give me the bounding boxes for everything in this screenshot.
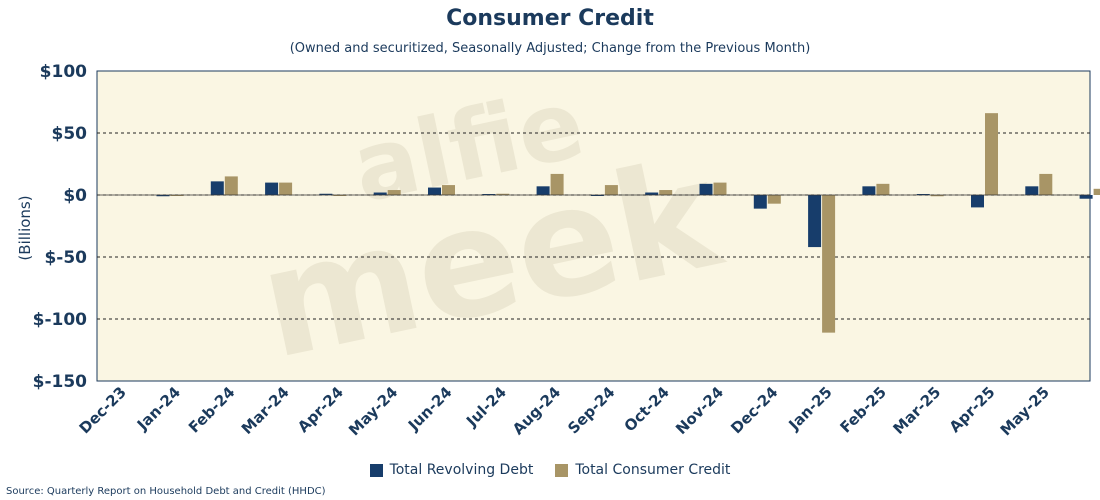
- bar-revolving-jun-24: [482, 194, 496, 195]
- plot-area: [96, 70, 1091, 382]
- x-tick-label: Oct-24: [621, 383, 673, 435]
- bar-consumer-apr-24: [387, 190, 401, 195]
- bar-revolving-mar-24: [319, 193, 333, 195]
- bar-revolving-sep-24: [645, 192, 659, 195]
- x-tick-label: Jun-24: [404, 383, 456, 435]
- bar-revolving-may-24: [428, 187, 441, 195]
- x-tick-label: Jul-24: [462, 383, 510, 431]
- y-tick-label: $-100: [33, 310, 88, 330]
- bar-revolving-aug-24: [590, 195, 604, 196]
- bar-consumer-dec-23: [170, 195, 184, 196]
- y-tick-label: $-50: [44, 248, 87, 268]
- x-tick-label: Jan-24: [133, 383, 184, 434]
- chart-subtitle: (Owned and securitized, Seasonally Adjus…: [289, 41, 811, 56]
- chart-canvas: alfie meek $100$50$0$-50$-100$-150 Dec-2…: [16, 62, 1100, 439]
- bar-revolving-oct-24: [699, 183, 713, 195]
- bar-consumer-aug-24: [604, 185, 618, 195]
- bar-revolving-feb-24: [265, 182, 279, 195]
- bar-revolving-feb-25: [916, 194, 930, 195]
- bar-revolving-dec-23: [156, 195, 170, 197]
- bar-consumer-jan-25: [876, 183, 890, 195]
- x-tick-label: Apr-25: [946, 383, 999, 436]
- legend: Total Revolving Debt Total Consumer Cred…: [0, 462, 1100, 478]
- legend-swatch-consumer: [555, 463, 569, 477]
- bar-consumer-feb-25: [930, 195, 944, 197]
- x-tick-label: May-24: [345, 383, 401, 439]
- bar-revolving-nov-24: [753, 195, 767, 209]
- chart-title: Consumer Credit: [446, 6, 654, 31]
- x-tick-label: Jan-25: [784, 383, 835, 434]
- bar-consumer-dec-24: [822, 195, 836, 333]
- x-tick-label: Nov-24: [672, 383, 727, 438]
- x-tick-label: Feb-25: [837, 383, 890, 436]
- bar-consumer-may-25: [1093, 188, 1100, 195]
- y-tick-label: $-150: [33, 372, 88, 392]
- bar-consumer-feb-24: [279, 182, 293, 195]
- bar-consumer-mar-25: [985, 113, 998, 195]
- bar-consumer-sep-24: [659, 190, 673, 195]
- legend-item-consumer: Total Consumer Credit: [555, 462, 730, 478]
- x-tick-label: Dec-24: [727, 383, 781, 437]
- x-tick-label: Sep-24: [564, 383, 618, 437]
- bar-revolving-mar-25: [971, 195, 984, 208]
- bar-revolving-apr-24: [373, 192, 387, 195]
- y-tick-label: $100: [40, 62, 87, 82]
- bar-consumer-jun-24: [496, 193, 510, 195]
- bar-consumer-jul-24: [550, 173, 564, 195]
- x-tick-label: May-25: [997, 383, 1053, 439]
- bar-revolving-jul-24: [536, 186, 550, 195]
- bar-consumer-mar-24: [333, 195, 347, 196]
- bar-consumer-nov-24: [767, 195, 781, 204]
- source-note: Source: Quarterly Report on Household De…: [6, 486, 326, 497]
- x-tick-label: Apr-24: [294, 383, 347, 436]
- legend-label-consumer: Total Consumer Credit: [575, 462, 731, 478]
- bar-consumer-may-24: [442, 185, 455, 195]
- legend-item-revolving: Total Revolving Debt: [369, 462, 534, 478]
- y-tick-label: $50: [52, 124, 88, 144]
- legend-label-revolving: Total Revolving Debt: [389, 462, 534, 478]
- bar-revolving-may-25: [1079, 195, 1093, 199]
- bar-consumer-apr-25: [1039, 173, 1053, 195]
- x-tick-label: Mar-25: [889, 383, 944, 438]
- x-tick-label: Feb-24: [185, 383, 238, 436]
- bar-revolving-jan-25: [862, 186, 876, 195]
- y-tick-label: $0: [63, 186, 87, 206]
- y-axis-label: (Billions): [16, 195, 34, 260]
- bar-consumer-jan-24: [224, 176, 238, 195]
- bar-revolving-jan-24: [210, 181, 224, 195]
- x-tick-label: Mar-24: [238, 383, 293, 438]
- bar-revolving-apr-25: [1025, 186, 1039, 195]
- legend-swatch-revolving: [369, 463, 383, 477]
- x-tick-label: Aug-24: [509, 383, 564, 438]
- bar-consumer-oct-24: [713, 182, 727, 195]
- bar-revolving-dec-24: [808, 195, 822, 248]
